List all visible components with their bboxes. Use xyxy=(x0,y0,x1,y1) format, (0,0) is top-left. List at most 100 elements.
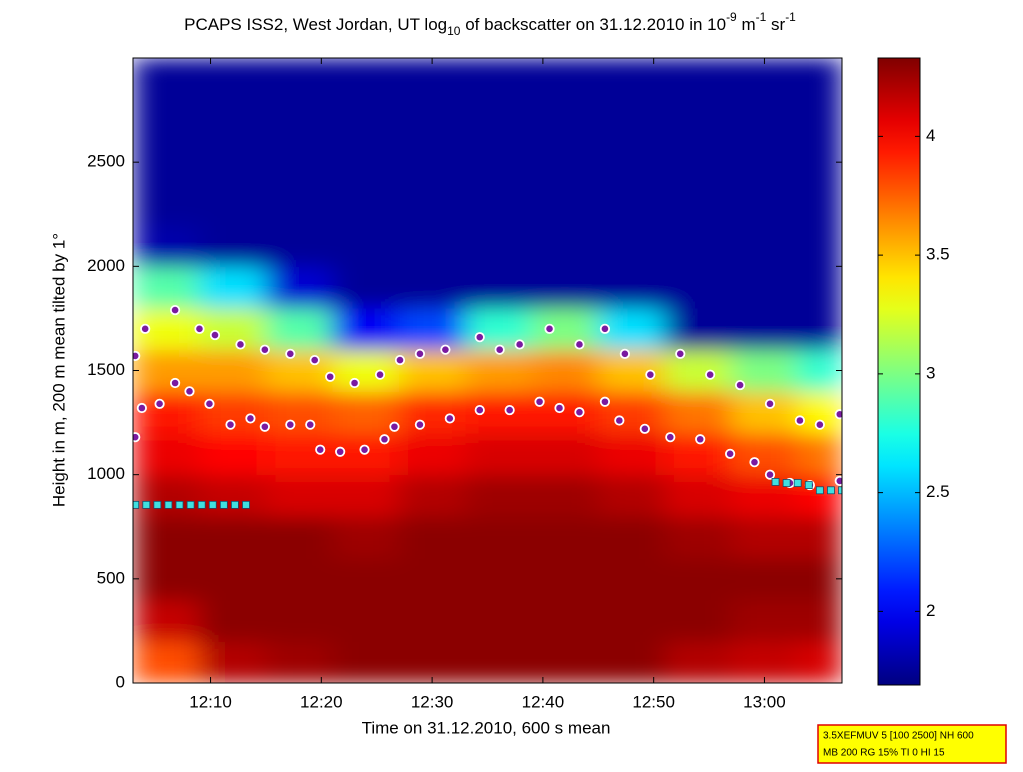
title-part: m xyxy=(737,15,756,34)
marker-circle xyxy=(764,469,776,480)
heat-cell xyxy=(398,266,466,309)
heat-cell xyxy=(199,641,267,683)
heat-cell xyxy=(531,433,599,476)
heat-cell xyxy=(465,558,533,601)
annotation-line: 3.5XEFMUV 5 [100 2500] NH 600 xyxy=(823,731,974,742)
heat-cell xyxy=(797,516,842,559)
heat-cell xyxy=(199,599,267,642)
heat-cell xyxy=(332,474,400,517)
marker-circle xyxy=(285,348,296,359)
heat-cell xyxy=(398,141,466,184)
heatmap-cells xyxy=(133,58,842,683)
heat-cell xyxy=(199,558,267,601)
x-tick-label: 12:50 xyxy=(632,692,675,711)
heat-cell xyxy=(598,474,666,517)
heat-cell xyxy=(332,58,400,101)
heat-cell xyxy=(797,266,842,309)
heat-cell xyxy=(265,599,333,642)
marker-circle xyxy=(349,377,360,389)
heat-cell xyxy=(465,599,533,642)
heat-cell xyxy=(797,58,842,101)
heat-cell xyxy=(664,349,732,392)
marker-circle xyxy=(705,369,716,380)
heat-cell xyxy=(465,641,533,683)
marker-circle xyxy=(794,415,806,426)
marker-circle xyxy=(504,404,515,416)
heat-cell xyxy=(265,391,333,434)
marker-circle xyxy=(444,413,455,424)
heat-cell xyxy=(133,349,200,392)
heat-cell xyxy=(797,141,842,184)
heat-cell xyxy=(598,349,666,392)
heat-cell xyxy=(133,99,200,142)
heat-cell xyxy=(797,558,842,601)
heat-cell xyxy=(133,599,200,642)
heat-cell xyxy=(797,599,842,642)
heat-cell xyxy=(398,58,466,101)
marker-circle xyxy=(305,419,316,430)
marker-circle xyxy=(169,377,181,389)
heatmap xyxy=(133,58,842,683)
heat-cell xyxy=(398,558,466,601)
heat-cell xyxy=(133,474,200,517)
heat-cell xyxy=(398,308,466,351)
heat-cell xyxy=(465,141,533,184)
heat-cell xyxy=(731,58,799,101)
marker-circle xyxy=(514,339,525,350)
heat-cell xyxy=(797,224,842,267)
marker-circle xyxy=(285,419,296,430)
marker-circle xyxy=(639,423,650,434)
heat-cell xyxy=(664,99,732,142)
heat-cell xyxy=(265,349,333,392)
marker-circle xyxy=(734,379,746,391)
marker-circle xyxy=(534,396,545,407)
marker-circle xyxy=(374,369,386,380)
heat-cell xyxy=(598,99,666,142)
heat-cell xyxy=(199,141,267,184)
heat-cell xyxy=(531,308,599,351)
heat-cell xyxy=(664,516,732,559)
heat-cell xyxy=(265,266,333,309)
marker-circle xyxy=(184,386,195,397)
title-part: -1 xyxy=(785,10,796,24)
marker-circle xyxy=(440,344,451,355)
x-tick-label: 12:40 xyxy=(522,692,565,711)
marker-square xyxy=(782,479,791,487)
marker-circle xyxy=(749,457,760,468)
heat-cell xyxy=(664,474,732,517)
heat-cell xyxy=(731,391,799,434)
marker-circle xyxy=(834,475,842,487)
heat-cell xyxy=(133,558,200,601)
heat-cell xyxy=(531,599,599,642)
x-tick-label: 12:10 xyxy=(189,692,232,711)
heat-cell xyxy=(398,99,466,142)
marker-circle xyxy=(814,419,825,430)
heat-cell xyxy=(265,641,333,683)
heat-cell xyxy=(265,558,333,601)
marker-circle xyxy=(315,444,326,455)
heat-cell xyxy=(598,558,666,601)
colorbar-tick-label: 3.5 xyxy=(926,245,950,264)
marker-circle xyxy=(133,432,141,443)
marker-circle xyxy=(619,348,630,359)
marker-circle xyxy=(614,415,625,426)
heat-cell xyxy=(398,599,466,642)
heat-cell xyxy=(265,474,333,517)
heat-cell xyxy=(598,599,666,642)
x-tick-label: 12:30 xyxy=(411,692,454,711)
heat-cell xyxy=(731,641,799,683)
heat-cell xyxy=(199,183,267,226)
heat-cell xyxy=(664,558,732,601)
heat-cell xyxy=(664,224,732,267)
marker-circle xyxy=(379,434,390,445)
y-tick-label: 1000 xyxy=(87,464,125,483)
heat-cell xyxy=(731,308,799,351)
heat-cell xyxy=(133,516,200,559)
marker-square xyxy=(804,481,813,489)
marker-circle xyxy=(309,354,320,366)
heat-cell xyxy=(398,183,466,226)
marker-circle xyxy=(169,304,181,316)
heat-cell xyxy=(731,266,799,309)
chart-title: PCAPS ISS2, West Jordan, UT log10 of bac… xyxy=(184,10,796,38)
